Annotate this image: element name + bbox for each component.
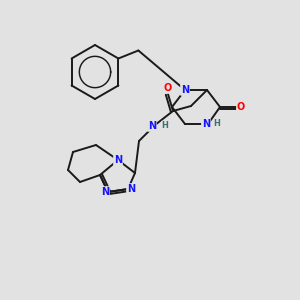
Text: O: O	[237, 102, 245, 112]
Text: O: O	[164, 83, 172, 93]
Text: H: H	[162, 122, 168, 130]
Text: N: N	[101, 187, 109, 197]
Text: N: N	[148, 121, 156, 131]
Text: H: H	[214, 119, 220, 128]
Text: N: N	[114, 155, 122, 165]
Text: N: N	[127, 184, 135, 194]
Text: N: N	[202, 119, 210, 129]
Text: N: N	[181, 85, 189, 95]
